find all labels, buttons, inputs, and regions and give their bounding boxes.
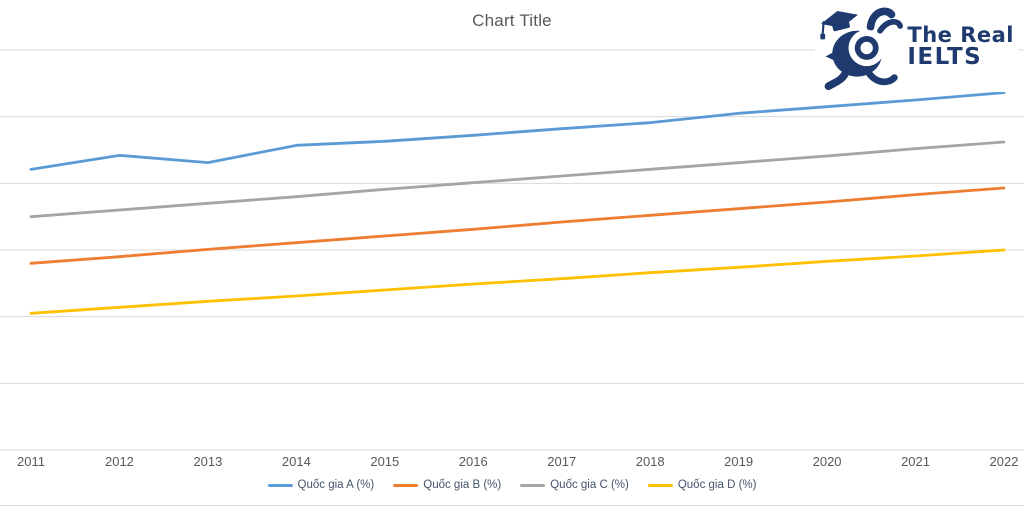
legend-item-2: Quốc gia C (%) [520,479,629,491]
logo-line-1: The Real [907,22,1014,47]
x-axis: 2011 2012 2013 2014 2015 2016 2017 2018 2019 2020… [0,454,1024,472]
owl-eye-center [860,41,874,55]
brand-logo: The Real IELTS [815,2,1018,92]
legend-label: Quốc gia B (%) [423,479,502,491]
x-tick-label: 2016 [458,454,488,469]
x-tick-label: 2012 [104,454,134,469]
x-tick-label: 2020 [812,454,842,469]
legend: Quốc gia A (%) Quốc gia B (%) Quốc gia C (… [0,479,1024,491]
legend-item-1: Quốc gia B (%) [393,479,501,491]
logo-text: The Real IELTS [907,22,1014,70]
x-tick-label: 2018 [635,454,665,469]
x-tick-label: 2014 [281,454,311,469]
legend-item-3: Quốc gia D (%) [647,479,757,491]
legend-marker-icon [520,483,546,487]
legend-item-0: Quốc gia A (%) [267,479,375,491]
x-tick-label: 2011 [17,454,45,469]
legend-marker-icon [267,483,293,487]
x-tick-label: 2019 [724,454,754,469]
x-tick-label: 2013 [193,454,223,469]
logo-line-2: IELTS [907,43,983,70]
legend-label: Quốc gia A (%) [297,479,375,491]
x-tick-label: 2017 [547,454,577,469]
legend-marker-icon [393,483,419,487]
x-tick-label: 2015 [370,454,400,469]
owl-beak [825,51,835,61]
series-line-3 [29,248,1006,315]
series-line-1 [29,186,1006,265]
cap-tassel-end [820,33,826,40]
graduation-cap [821,11,859,32]
bottom-border-line [0,505,1024,506]
series-line-0 [29,91,1006,171]
chart-title: Chart Title [472,11,552,30]
series-line-2 [29,140,1006,219]
legend-marker-icon [647,483,673,487]
x-tick-label: 2022 [989,454,1019,469]
x-tick-label: 2021 [901,454,930,469]
legend-label: Quốc gia D (%) [677,479,757,491]
cap-tassel [822,21,826,34]
legend-label: Quốc gia C (%) [550,479,629,491]
owl-graduate-icon [820,7,904,90]
